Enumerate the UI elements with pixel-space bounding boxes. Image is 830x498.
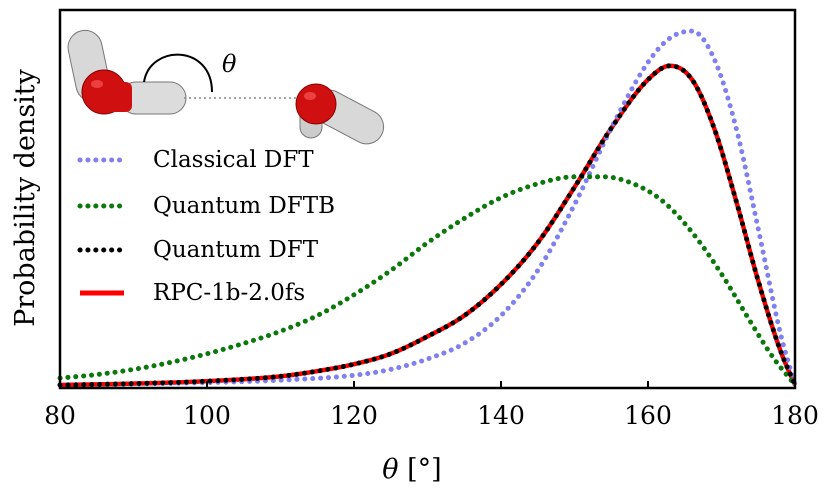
acceptor-water-molecule-icon: [295, 83, 385, 145]
series-line-quantum-dftb: [57, 174, 798, 388]
plot-frame: [58, 8, 797, 390]
x-tick-label-140: 140: [477, 401, 525, 430]
x-tick-label-180: 180: [771, 401, 819, 430]
series-layer: [57, 28, 798, 388]
x-tick-label-80: 80: [44, 401, 76, 430]
legend-label-classical-dft: Classical DFT: [153, 147, 314, 173]
x-tick-label-120: 120: [330, 401, 378, 430]
x-tick-label-160: 160: [624, 401, 672, 430]
series-line-rpc-1b-2-0fs: [59, 63, 798, 388]
series-line-classical-dft: [57, 28, 798, 388]
legend-label-quantum-dft: Quantum DFT: [153, 237, 319, 263]
donor-water-molecule-icon: [67, 29, 187, 115]
legend-label-quantum-dftb: Quantum DFTB: [153, 193, 335, 219]
x-axis-title-unit: [°]: [399, 454, 442, 485]
x-axis-ticks: 80 100 120 140 160 180: [44, 381, 819, 430]
x-axis-title: θ [°]: [382, 454, 441, 485]
x-tick-label-100: 100: [183, 401, 231, 430]
y-axis-title: Probability density: [10, 68, 41, 327]
legend-label-rpc-1b-2-0fs: RPC-1b-2.0fs: [153, 280, 305, 306]
x-axis-title-symbol: θ: [382, 454, 398, 485]
water-dimer-inset: θ: [67, 29, 385, 145]
inset-theta-label: θ: [222, 50, 237, 78]
angle-arc: [143, 53, 213, 93]
legend: Classical DFT Quantum DFTB Quantum DFT RPC-…: [77, 147, 335, 306]
